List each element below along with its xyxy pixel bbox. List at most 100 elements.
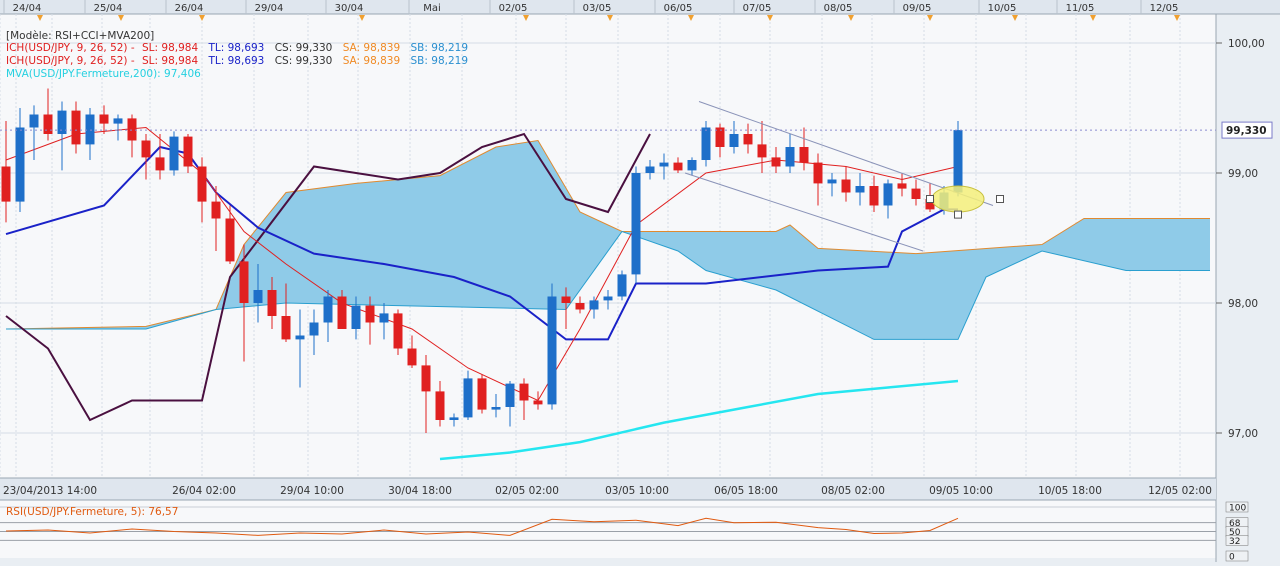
candle-body [198, 167, 207, 202]
candle-body [240, 261, 249, 303]
bottom-date-label: 30/04 18:00 [388, 485, 452, 497]
candle-body [72, 111, 81, 145]
cloud-segment [335, 185, 342, 304]
candle-body [828, 180, 837, 184]
cloud-segment [748, 232, 755, 285]
legend-ich-red-sa: SA: 98,839 [343, 42, 400, 54]
cloud-segment [895, 252, 902, 339]
top-date-label: 08/05 [824, 3, 853, 14]
candle-body [800, 147, 809, 163]
cloud-segment [1084, 219, 1091, 263]
cloud-segment [1091, 219, 1098, 265]
cloud-segment [811, 243, 818, 312]
legend-ich-red-tl: TL: 98,693 [207, 42, 264, 54]
candle-body [730, 134, 739, 147]
cloud-segment [384, 180, 391, 305]
cloud-segment [1098, 219, 1105, 266]
candle-body [842, 180, 851, 193]
candle-body [142, 141, 151, 158]
cloud-segment [853, 250, 860, 332]
cloud-segment [531, 141, 538, 309]
bottom-date-label: 10/05 18:00 [1038, 485, 1102, 497]
candle-body [884, 183, 893, 205]
price-tick-label: 100,00 [1228, 38, 1265, 50]
top-date-label: 10/05 [988, 3, 1017, 14]
cloud-segment [433, 176, 440, 307]
legend-ich-red-sb: SB: 98,219 [411, 42, 468, 54]
drag-handle[interactable] [955, 211, 962, 218]
cloud-segment [776, 228, 783, 293]
cloud-segment [874, 251, 881, 339]
cloud-segment [909, 253, 916, 339]
cloud-segment [440, 172, 447, 307]
cloud-segment [412, 178, 419, 307]
candle-body [464, 378, 473, 417]
drag-handle[interactable] [927, 196, 934, 203]
cloud-segment [699, 232, 706, 271]
cloud-segment [720, 232, 727, 277]
candle-body [282, 316, 291, 339]
cloud-segment [1175, 219, 1182, 271]
top-date-label: 12/05 [1150, 3, 1179, 14]
drag-handle[interactable] [997, 196, 1004, 203]
cloud-segment [951, 251, 958, 340]
legend-ich-red: ICH(USD/JPY, 9, 26, 52) - SL: 98,984 TL:… [6, 42, 468, 54]
candle-body [506, 384, 515, 407]
cloud-segment [1203, 219, 1210, 271]
rsi-axis-label: 32 [1229, 537, 1240, 547]
candle-body [674, 163, 683, 171]
candle-body [744, 134, 753, 144]
legend-ich-red-sl: SL: 98,984 [142, 42, 198, 54]
cloud-segment [482, 151, 489, 308]
candle-body [534, 401, 543, 405]
candle-body [184, 137, 193, 167]
top-date-label: 09/05 [903, 3, 932, 14]
legend-model: [Modèle: RSI+CCI+MVA200] [6, 30, 154, 42]
candle-body [632, 173, 641, 274]
candle-body [156, 157, 165, 170]
cloud-segment [923, 253, 930, 340]
cloud-segment [566, 188, 573, 309]
cloud-segment [377, 181, 384, 305]
top-date-label: 02/05 [499, 3, 528, 14]
candle-body [758, 144, 767, 157]
cloud-segment [391, 180, 398, 306]
cloud-segment [846, 250, 853, 329]
candle-body [366, 306, 375, 323]
price-tick-label: 98,00 [1228, 298, 1258, 310]
cloud-segment [818, 248, 825, 314]
candle-body [548, 297, 557, 405]
cloud-segment [783, 225, 790, 297]
cloud-segment [832, 249, 839, 322]
cloud-segment [356, 183, 363, 305]
cloud-segment [328, 186, 335, 304]
candle-body [324, 297, 333, 323]
cloud-segment [286, 192, 293, 304]
cloud-segment [405, 178, 412, 306]
legend-ich-blue-cs: CS: 99,330 [275, 55, 333, 67]
candle-body [30, 115, 39, 128]
cloud-segment [1182, 219, 1189, 271]
cloud-segment [454, 165, 461, 307]
cloud-segment [447, 168, 454, 306]
candle-body [576, 303, 585, 310]
candle-body [492, 407, 501, 410]
top-date-label: 26/04 [175, 3, 204, 14]
bottom-date-label: 09/05 10:00 [929, 485, 993, 497]
cloud-segment [1140, 219, 1147, 271]
cloud-segment [937, 252, 944, 340]
cloud-segment [1077, 219, 1084, 261]
cloud-segment [503, 145, 510, 308]
highlight-ellipse[interactable] [932, 186, 984, 212]
cloud-segment [363, 182, 370, 305]
top-date-label: 24/04 [13, 3, 42, 14]
candle-body [212, 202, 221, 219]
current-price-label: 99,330 [1226, 125, 1267, 137]
cloud-segment [580, 212, 587, 290]
candle-body [394, 313, 403, 348]
cloud-segment [825, 249, 832, 318]
candle-body [450, 417, 459, 420]
cloud-segment [1154, 219, 1161, 271]
